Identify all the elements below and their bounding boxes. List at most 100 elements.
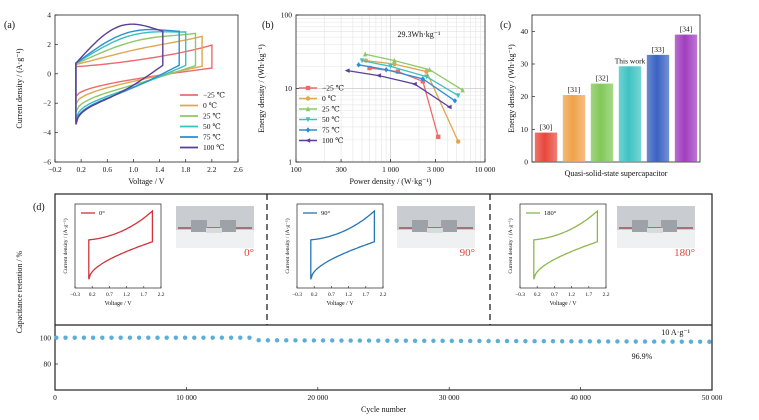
data-point — [344, 68, 350, 73]
retention-point — [146, 335, 151, 340]
retention-point — [100, 335, 105, 340]
y-axis-label: Energy density / (Wh·kg⁻¹) — [257, 44, 266, 133]
retention-point — [477, 338, 482, 344]
inset-x-tick-label: 1.7 — [362, 292, 369, 298]
x-axis-label: Power density / (W·kg⁻¹) — [350, 177, 432, 186]
inset-x-axis-label: Voltage / V — [104, 301, 132, 307]
retention-point — [293, 338, 298, 343]
retention-point — [679, 339, 684, 344]
legend-label: 25 ℃ — [322, 105, 340, 114]
ragone-line — [369, 67, 439, 137]
retention-point — [541, 338, 547, 344]
inset-0: −0.3 0.2 0.7 1.2 1.7 2.2 Voltage / V Current de… — [62, 203, 254, 307]
cv-curve — [75, 23, 164, 125]
retention-point — [210, 335, 215, 340]
inset-1: −0.3 0.2 0.7 1.2 1.7 2.2 Voltage / V Current de… — [284, 203, 475, 307]
panel-d: (d) 0 10 000 20 000 30 000 40 000 50 000 80 100 C… — [15, 193, 723, 414]
inset-x-tick-label: 0.2 — [311, 292, 318, 298]
legend-label: 100 ℃ — [322, 136, 344, 145]
retention-point — [339, 338, 344, 343]
data-point — [427, 67, 432, 72]
bar-label: [32] — [596, 74, 609, 83]
data-point — [367, 65, 372, 71]
retention-annotation: 96.9% — [632, 352, 653, 361]
retention-point — [633, 339, 638, 344]
y-tick-label: 100 — [281, 11, 293, 20]
retention-point — [164, 335, 169, 340]
x-tick-label: 0.2 — [76, 165, 86, 174]
bar-label: This work — [615, 56, 646, 65]
panel-frame — [54, 193, 713, 391]
x-tick-label: 1.0 — [129, 165, 139, 174]
legend-label: 0 ℃ — [203, 101, 217, 110]
retention-point — [422, 338, 427, 343]
y-tick-label: 4 — [47, 11, 51, 20]
retention-point — [523, 338, 528, 344]
data-point — [420, 76, 426, 82]
device-photo-clip — [661, 220, 677, 232]
data-point — [455, 139, 461, 144]
legend-marker — [305, 117, 311, 123]
x-tick-label: 2.6 — [233, 165, 243, 174]
x-tick-label: 10 000 — [475, 165, 496, 174]
y-tick-label: 30 — [521, 60, 529, 69]
y-axis-label: Capacitance retention / % — [15, 250, 24, 333]
retention-point — [348, 338, 353, 343]
bend-angle-label: 180° — [674, 247, 695, 259]
data-point — [359, 58, 365, 64]
retention-point — [173, 335, 179, 340]
data-point — [455, 93, 461, 99]
inset-frame — [519, 203, 607, 289]
panel-label-d: (d) — [33, 202, 45, 213]
device-photo-surface — [397, 230, 475, 248]
retention-point — [532, 338, 537, 344]
y-tick-label: 0 — [524, 158, 528, 167]
bar-label: [33] — [652, 45, 665, 54]
inset-frame — [296, 203, 384, 289]
legend-label: 75 ℃ — [322, 126, 340, 135]
retention-point — [514, 338, 519, 344]
retention-point — [495, 338, 501, 344]
retention-point — [201, 335, 206, 340]
retention-point — [265, 338, 271, 343]
inset-x-tick-label: 1.7 — [140, 292, 147, 298]
axes-frame — [531, 14, 701, 163]
legend-label: 50 ℃ — [322, 115, 340, 124]
retention-point — [440, 338, 445, 344]
x-axis-label: Quasi-solid-state supercapacitor — [565, 169, 668, 178]
data-point — [392, 61, 397, 67]
data-point — [388, 64, 393, 70]
x-tick-label: 30 000 — [439, 393, 460, 402]
retention-point — [458, 338, 464, 344]
cv-curve — [75, 31, 187, 119]
retention-point — [642, 339, 648, 344]
inset-legend-label: 180° — [544, 210, 557, 217]
retention-point — [376, 338, 381, 343]
retention-point — [707, 339, 712, 344]
panel-c: (c) 0 10 20 30 40 [30] [31] [32] This work [33] [34… — [500, 14, 701, 178]
x-tick-label: 3 000 — [427, 165, 444, 174]
x-tick-label: 300 — [335, 165, 347, 174]
retention-point — [431, 338, 436, 344]
inset-y-axis-label: Current density / (A·g⁻¹) — [62, 218, 69, 273]
retention-point — [651, 339, 657, 344]
y-tick-label: 0 — [47, 69, 51, 78]
retention-point — [182, 335, 188, 340]
retention-point — [688, 339, 694, 344]
retention-point — [109, 335, 114, 340]
x-axis-label: Voltage / V — [128, 177, 164, 186]
cv-curve — [75, 32, 197, 113]
ragone-line — [361, 59, 459, 97]
bar-label: [34] — [680, 25, 693, 34]
ragone-line — [347, 69, 450, 108]
device-photo-clip — [441, 220, 457, 232]
y-axis-label: Current density / (A·g⁻¹) — [15, 48, 24, 128]
bend-angle-label: 90° — [460, 247, 475, 259]
x-tick-label: 50 000 — [702, 393, 723, 402]
y-tick-label: 80 — [44, 360, 52, 369]
inset-legend-label: 0° — [99, 210, 105, 217]
retention-point — [357, 338, 363, 343]
retention-point — [578, 339, 583, 344]
inset-x-tick-label: 0.2 — [534, 292, 541, 298]
inset-x-tick-label: 0.7 — [551, 292, 558, 298]
